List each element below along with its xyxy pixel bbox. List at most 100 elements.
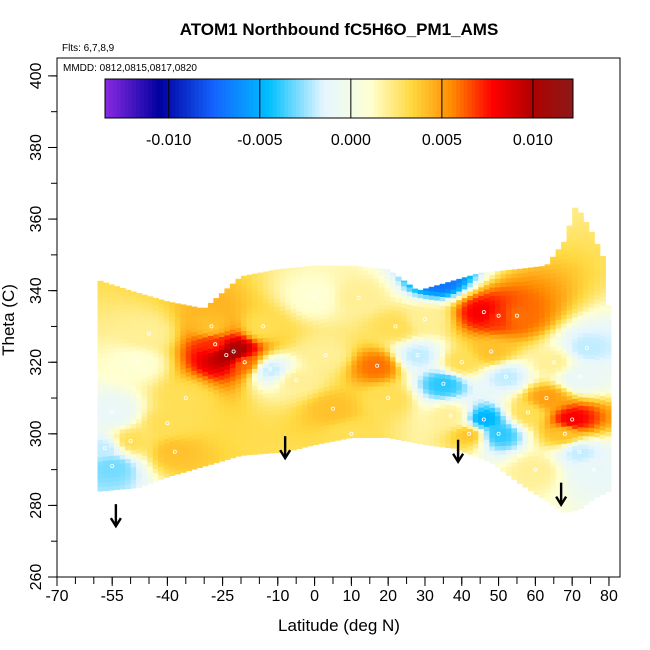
heatmap-cell <box>224 394 231 400</box>
heatmap-cell <box>467 419 474 425</box>
heatmap-cell <box>489 282 496 288</box>
heatmap-cell <box>572 226 579 232</box>
heatmap-cell <box>539 484 546 490</box>
heatmap-cell <box>583 414 590 419</box>
heatmap-cell <box>103 301 110 307</box>
heatmap-cell <box>417 332 424 337</box>
heatmap-cell <box>213 359 220 365</box>
heatmap-cell <box>384 325 391 331</box>
heatmap-cell <box>478 303 485 309</box>
heatmap-cell <box>489 321 496 327</box>
heatmap-cell <box>323 304 330 310</box>
heatmap-cell <box>152 386 159 392</box>
heatmap-cell <box>323 416 330 422</box>
heatmap-cell <box>395 344 402 350</box>
heatmap-cell <box>406 286 413 292</box>
heatmap-cell <box>103 284 110 290</box>
heatmap-cell <box>528 280 535 285</box>
heatmap-cell <box>152 339 159 345</box>
heatmap-cell <box>572 243 579 249</box>
heatmap-cell <box>500 359 507 365</box>
heatmap-cell <box>152 297 159 302</box>
heatmap-cell <box>599 442 606 448</box>
heatmap-cell <box>147 371 154 377</box>
heatmap-cell <box>401 427 408 433</box>
heatmap-cell <box>500 338 507 343</box>
heatmap-cell <box>257 286 264 292</box>
heatmap-cell <box>373 321 380 327</box>
heatmap-cell <box>373 278 380 284</box>
heatmap-cell <box>588 431 595 437</box>
heatmap-cell <box>412 421 419 426</box>
heatmap-cell <box>141 416 148 422</box>
heatmap-cell <box>108 365 115 371</box>
heatmap-cell <box>561 335 568 341</box>
heatmap-cell <box>428 329 435 335</box>
heatmap-cell <box>373 304 380 310</box>
heatmap-cell <box>163 339 170 345</box>
heatmap-cell <box>445 292 452 298</box>
heatmap-cell <box>367 300 374 305</box>
heatmap-cell <box>572 407 579 412</box>
heatmap-cell <box>307 273 314 279</box>
heatmap-cell <box>119 433 126 438</box>
heatmap-cell <box>263 358 270 364</box>
heatmap-cell <box>401 298 408 304</box>
heatmap-cell <box>434 285 441 288</box>
heatmap-cell <box>550 406 557 411</box>
heatmap-cell <box>544 475 551 481</box>
heatmap-cell <box>522 319 529 325</box>
heatmap-cell <box>163 459 170 465</box>
heatmap-cell <box>505 376 512 382</box>
heatmap-cell <box>152 369 159 375</box>
heatmap-cell <box>390 399 397 405</box>
heatmap-cell <box>108 378 115 384</box>
heatmap-cell <box>594 479 601 485</box>
heatmap-cell <box>434 312 441 318</box>
heatmap-cell <box>561 383 568 388</box>
heatmap-cell <box>539 381 546 387</box>
heatmap-cell <box>412 365 419 371</box>
heatmap-cell <box>467 415 474 421</box>
heatmap-cell <box>472 318 479 324</box>
heatmap-cell <box>445 387 452 393</box>
heatmap-cell <box>517 384 524 390</box>
heatmap-cell <box>577 358 584 363</box>
heatmap-cell <box>158 315 165 321</box>
heatmap-cell <box>119 450 126 456</box>
heatmap-cell <box>550 260 557 265</box>
heatmap-cell <box>268 379 275 385</box>
heatmap-cell <box>119 428 126 434</box>
heatmap-cell <box>412 438 419 444</box>
heatmap-cell <box>169 350 176 356</box>
heatmap-cell <box>456 359 463 365</box>
heatmap-cell <box>500 320 507 326</box>
heatmap-cell <box>169 359 176 365</box>
heatmap-cell <box>318 335 325 341</box>
heatmap-cell <box>577 439 584 445</box>
heatmap-cell <box>539 368 546 374</box>
heatmap-cell <box>483 404 490 410</box>
heatmap-cell <box>566 339 573 345</box>
heatmap-cell <box>373 274 380 280</box>
heatmap-cell <box>528 344 535 350</box>
heatmap-cell <box>196 325 203 331</box>
heatmap-cell <box>583 379 590 385</box>
heatmap-cell <box>345 339 352 345</box>
heatmap-cell <box>108 369 115 375</box>
heatmap-cell <box>445 309 452 315</box>
heatmap-cell <box>583 306 590 312</box>
heatmap-cell <box>285 339 292 345</box>
heatmap-cell <box>539 338 546 344</box>
heatmap-cell <box>152 373 159 379</box>
heatmap-cell <box>158 401 165 407</box>
colorbar-segment <box>448 79 453 118</box>
arrow-head <box>279 449 292 461</box>
heatmap-cell <box>229 401 236 407</box>
heatmap-cell <box>207 395 214 401</box>
heatmap-cell <box>296 392 303 398</box>
heatmap-cell <box>340 267 347 273</box>
heatmap-cell <box>125 393 132 399</box>
heatmap-cell <box>406 321 413 327</box>
heatmap-cell <box>263 320 270 325</box>
